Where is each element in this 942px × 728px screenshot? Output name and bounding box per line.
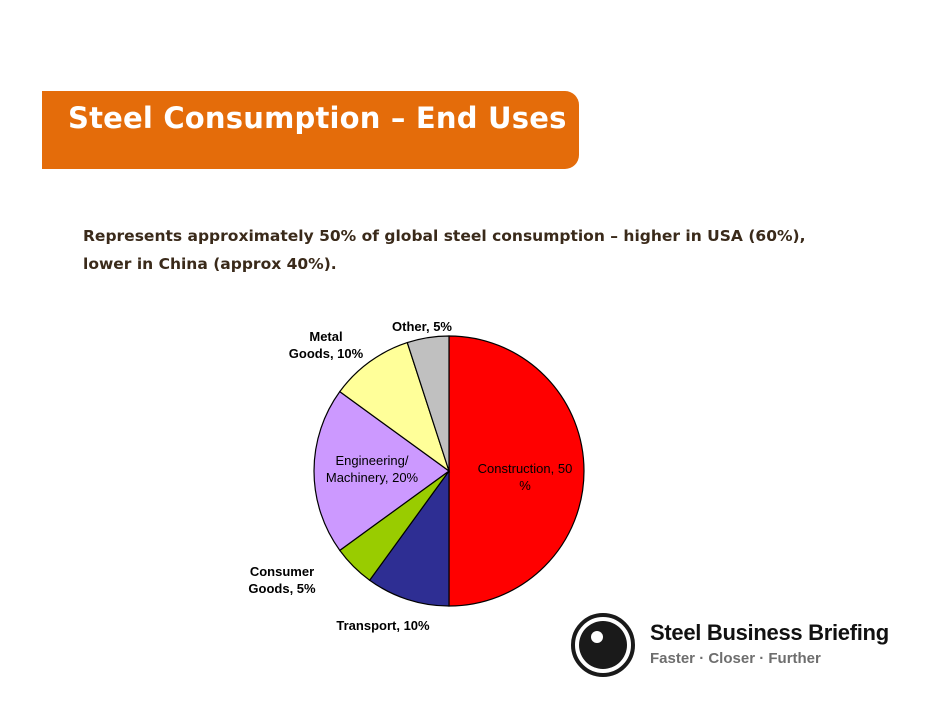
pie-label-engineering-machinery: Engineering/Machinery, 20% <box>326 453 419 485</box>
logo-mark-icon <box>571 613 635 677</box>
pie-slice-transport <box>368 469 450 607</box>
slide-title: Steel Consumption – End Uses <box>68 101 567 135</box>
pie-slice-other <box>406 335 450 472</box>
title-banner: Steel Consumption – End Uses <box>42 91 579 169</box>
subtitle-line-1: Represents approximately 50% of global s… <box>83 227 806 245</box>
pie-slice-metal-goods <box>338 341 451 473</box>
pie-label-consumer-goods: Consumer Goods, 5% <box>248 564 316 596</box>
pie-label-other: Other, 5% <box>392 319 452 334</box>
pie-label-metal-goods: Metal Goods, 10% <box>289 329 364 361</box>
pie-label-transport: Transport, 10% <box>336 618 430 633</box>
pie-slice-construction <box>448 335 585 607</box>
subtitle-line-2: lower in China (approx 40%). <box>83 255 337 273</box>
logo-tagline: Faster · Closer · Further <box>650 650 821 667</box>
company-logo: Steel Business Briefing Faster · Closer … <box>570 612 910 678</box>
pie-label-construction: Construction, 50% <box>478 461 573 493</box>
logo-name: Steel Business Briefing <box>650 620 889 645</box>
pie-slice-engineering-machinery <box>313 390 451 552</box>
slide-subtitle: Represents approximately 50% of global s… <box>83 222 843 278</box>
